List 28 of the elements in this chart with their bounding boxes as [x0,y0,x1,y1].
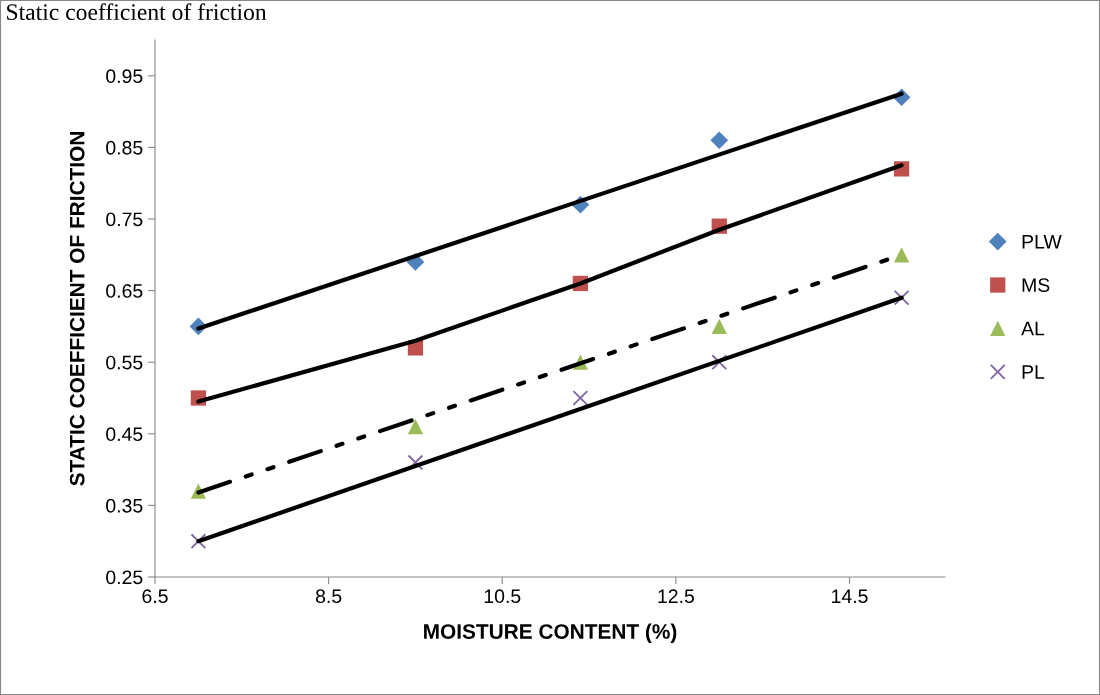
y-tick-label: 0.75 [106,212,143,227]
y-tick-label: 0.25 [106,570,143,585]
point [710,131,729,150]
y-axis-title: STATIC COEFFICIENT OF FRICTION [69,132,85,486]
point [407,419,424,435]
y-tick-label: 0.85 [106,140,143,155]
point [893,289,910,306]
y-tick-label: 0.65 [106,284,143,298]
x-tick-label: 14.5 [832,589,868,604]
point [190,533,207,550]
legend-label: PLW [1022,235,1062,249]
x-tick-label: 6.5 [142,589,168,604]
point [893,247,910,263]
point [572,390,589,406]
chart-title: Static coefficient of friction [7,3,267,21]
y-tick-label: 0.55 [106,355,143,370]
legend-label: PL [1022,365,1045,379]
x-tick-label: 8.5 [315,589,342,604]
y-tick-label: 0.35 [106,498,143,513]
x-tick-label: 10.5 [484,589,521,604]
legend-label: AL [1021,321,1045,336]
legend-label: MS [1022,278,1050,293]
y-tick-label: 0.45 [106,427,143,442]
point [711,318,727,335]
x-axis-title: MOISTURE CONTENT (%) [424,623,677,644]
point [711,354,728,371]
y-tick-label: 0.95 [106,69,143,84]
x-tick-label: 12.5 [658,589,694,604]
